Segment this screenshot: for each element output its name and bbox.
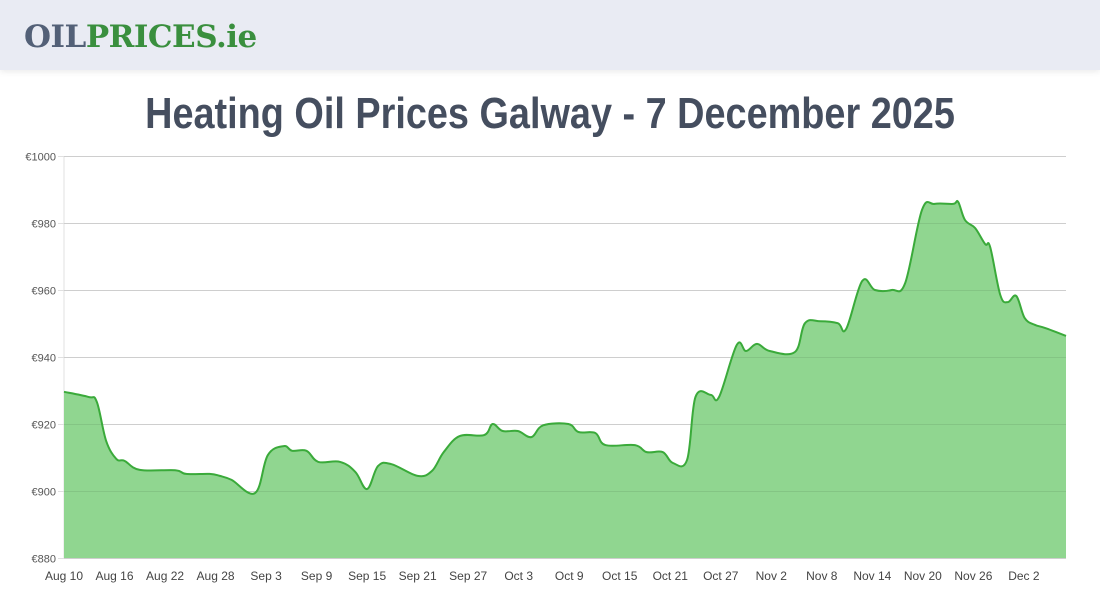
- x-tick-label: Oct 9: [555, 569, 584, 583]
- x-tick-label: Sep 27: [449, 569, 487, 583]
- x-tick-label: Aug 22: [146, 569, 184, 583]
- x-tick-label: Nov 14: [853, 569, 891, 583]
- site-header: OILPRICES.ie: [0, 0, 1100, 70]
- x-tick-label: Aug 28: [197, 569, 235, 583]
- x-tick-label: Aug 10: [45, 569, 83, 583]
- x-tick-label: Sep 3: [250, 569, 282, 583]
- x-tick-label: Oct 27: [703, 569, 739, 583]
- x-tick-label: Sep 15: [348, 569, 386, 583]
- x-tick-label: Nov 20: [904, 569, 942, 583]
- x-tick-label: Nov 26: [954, 569, 992, 583]
- x-tick-label: Sep 21: [399, 569, 437, 583]
- logo-text-prices: PRICES.ie: [85, 19, 257, 55]
- price-area-fill: [64, 200, 1066, 559]
- y-tick-label: €980: [32, 219, 56, 231]
- x-tick-label: Oct 21: [653, 569, 689, 583]
- x-tick-label: Nov 2: [756, 569, 788, 583]
- x-tick-label: Sep 9: [301, 569, 333, 583]
- x-tick-label: Dec 2: [1008, 569, 1040, 583]
- y-tick-label: €1000: [25, 152, 56, 164]
- x-axis: Aug 10 Aug 16 Aug 22 Aug 28 Sep 3 Sep 9 Sep 15…: [45, 569, 1040, 583]
- site-logo[interactable]: OILPRICES.ie: [24, 18, 257, 56]
- y-tick-label: €880: [32, 554, 56, 566]
- x-tick-label: Oct 15: [602, 569, 638, 583]
- logo-text-oil: OIL: [24, 19, 86, 55]
- y-tick-label: €960: [32, 286, 56, 298]
- y-axis: €880 €900 €920 €940 €960 €980 €1000: [25, 152, 56, 566]
- page-title: Heating Oil Prices Galway - 7 December 2…: [145, 89, 955, 138]
- x-tick-label: Nov 8: [806, 569, 838, 583]
- y-tick-label: €940: [32, 353, 56, 365]
- x-tick-label: Oct 3: [504, 569, 533, 583]
- y-tick-label: €900: [32, 487, 56, 499]
- x-tick-label: Aug 16: [95, 569, 133, 583]
- y-tick-label: €920: [32, 420, 56, 432]
- price-line[interactable]: [63, 199, 1067, 495]
